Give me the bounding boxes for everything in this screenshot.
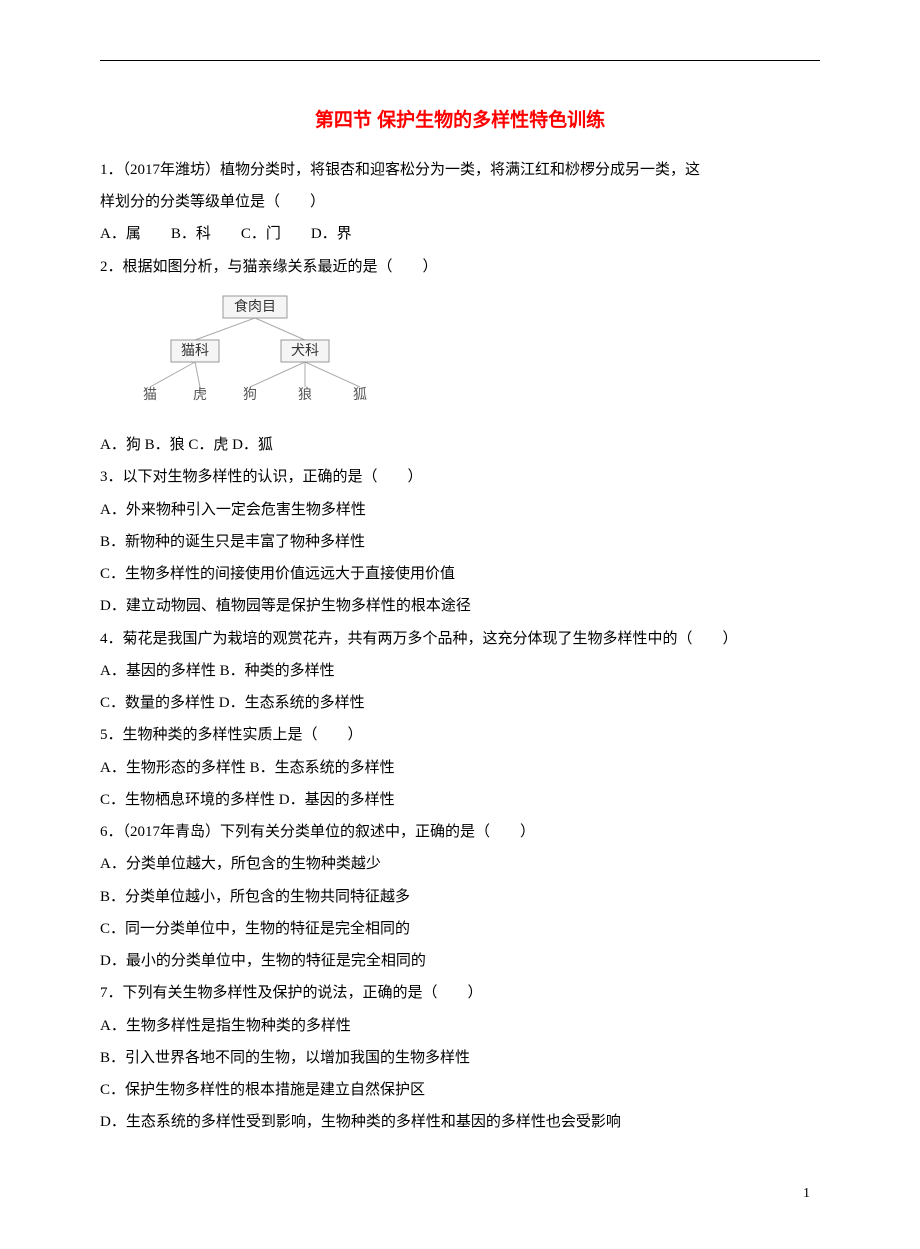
question-1-stem-b: 样划分的分类等级单位是（ ） [100, 186, 820, 218]
question-5-options-ab: A．生物形态的多样性 B．生态系统的多样性 [100, 752, 820, 784]
question-1-stem-a: 1．（2017年潍坊）植物分类时，将银杏和迎客松分为一类，将满江红和桫椤分成另一… [100, 154, 820, 186]
question-5-options-cd: C．生物栖息环境的多样性 D．基因的多样性 [100, 784, 820, 816]
question-4-options-ab: A．基因的多样性 B．种类的多样性 [100, 655, 820, 687]
svg-text:狐: 狐 [353, 387, 367, 403]
question-3-option-b: B．新物种的诞生只是丰富了物种多样性 [100, 526, 820, 558]
top-rule [100, 60, 820, 61]
question-6-option-b: B．分类单位越小，所包含的生物共同特征越多 [100, 881, 820, 913]
question-6-option-d: D．最小的分类单位中，生物的特征是完全相同的 [100, 945, 820, 977]
svg-text:犬科: 犬科 [291, 343, 319, 359]
question-6-stem: 6．（2017年青岛）下列有关分类单位的叙述中，正确的是（ ） [100, 816, 820, 848]
svg-text:狗: 狗 [243, 387, 257, 403]
question-2-stem: 2．根据如图分析，与猫亲缘关系最近的是（ ） [100, 251, 820, 283]
question-3-option-d: D．建立动物园、植物园等是保护生物多样性的根本途径 [100, 590, 820, 622]
question-7-option-b: B．引入世界各地不同的生物，以增加我国的生物多样性 [100, 1042, 820, 1074]
question-1-options: A．属 B．科 C．门 D．界 [100, 218, 820, 250]
question-6-option-c: C．同一分类单位中，生物的特征是完全相同的 [100, 913, 820, 945]
svg-text:虎: 虎 [193, 387, 207, 403]
page: 第四节 保护生物的多样性特色训练 1．（2017年潍坊）植物分类时，将银杏和迎客… [0, 0, 920, 1249]
question-7-option-a: A．生物多样性是指生物种类的多样性 [100, 1010, 820, 1042]
question-7-option-d: D．生态系统的多样性受到影响，生物种类的多样性和基因的多样性也会受影响 [100, 1106, 820, 1138]
question-3-option-a: A．外来物种引入一定会危害生物多样性 [100, 494, 820, 526]
svg-text:食肉目: 食肉目 [234, 298, 276, 315]
question-2-options: A．狗 B．狼 C．虎 D．狐 [100, 429, 820, 461]
question-6-option-a: A．分类单位越大，所包含的生物种类越少 [100, 848, 820, 880]
question-3-option-c: C．生物多样性的间接使用价值远远大于直接使用价值 [100, 558, 820, 590]
question-5-stem: 5．生物种类的多样性实质上是（ ） [100, 719, 820, 751]
question-4-stem: 4．菊花是我国广为栽培的观赏花卉，共有两万多个品种，这充分体现了生物多样性中的（… [100, 623, 820, 655]
question-3-stem: 3．以下对生物多样性的认识，正确的是（ ） [100, 461, 820, 493]
tree-svg: 食肉目猫科 犬科猫 虎 狗 狼 狐 [130, 291, 380, 411]
svg-text:猫科: 猫科 [181, 343, 209, 359]
taxonomy-tree-diagram: 食肉目猫科 犬科猫 虎 狗 狼 狐 [130, 291, 820, 423]
question-7-option-c: C．保护生物多样性的根本措施是建立自然保护区 [100, 1074, 820, 1106]
document-title: 第四节 保护生物的多样性特色训练 [100, 101, 820, 142]
svg-text:猫: 猫 [143, 387, 157, 403]
question-4-options-cd: C．数量的多样性 D．生态系统的多样性 [100, 687, 820, 719]
question-7-stem: 7．下列有关生物多样性及保护的说法，正确的是（ ） [100, 977, 820, 1009]
page-number: 1 [100, 1179, 820, 1209]
svg-text:狼: 狼 [298, 387, 312, 403]
